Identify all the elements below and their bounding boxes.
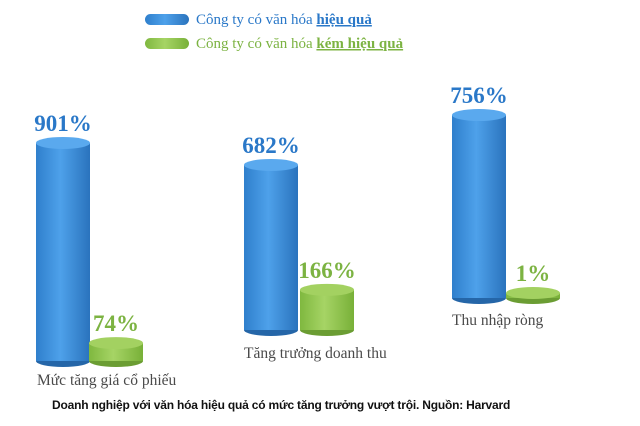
legend-prefix-kem-hieu-qua: Công ty có văn hóa	[196, 36, 316, 52]
value-label-kem-hieu-qua-0: 74%	[93, 311, 139, 336]
value-label-hieu-qua-1: 682%	[242, 133, 300, 158]
bar-top	[300, 283, 354, 296]
legend-emphasis-hieu-qua: hiệu quả	[316, 12, 372, 28]
legend-swatch-hieu-qua	[145, 14, 189, 25]
bar-top	[244, 158, 298, 171]
legend-label-hieu-qua: Công ty có văn hóa hiệu quả	[196, 12, 372, 28]
bar-top	[452, 109, 506, 122]
legend: Công ty có văn hóa hiệu quả Công ty có v…	[145, 12, 404, 52]
category-label-1: Tăng trưởng doanh thu	[244, 345, 387, 362]
bar-kem-hieu-qua-0	[89, 337, 143, 367]
value-label-hieu-qua-2: 756%	[450, 83, 508, 108]
value-label-hieu-qua-0: 901%	[34, 111, 92, 136]
legend-emphasis-kem-hieu-qua: kém hiệu quả	[316, 36, 403, 52]
bar-kem-hieu-qua-1	[300, 283, 354, 336]
bar-body	[300, 289, 354, 330]
value-label-kem-hieu-qua-1: 166%	[298, 258, 356, 283]
bar-hieu-qua-1	[244, 158, 298, 336]
legend-prefix-hieu-qua: Công ty có văn hóa	[196, 12, 316, 28]
bar-top	[36, 136, 90, 149]
bar-body	[36, 142, 90, 361]
bar-top	[89, 337, 143, 350]
category-label-2: Thu nhập ròng	[452, 312, 544, 329]
category-label-0: Mức tăng giá cổ phiếu	[37, 372, 177, 389]
bar-top	[506, 287, 560, 299]
category-labels: Mức tăng giá cổ phiếu Tăng trưởng doanh …	[37, 312, 544, 389]
bar-hieu-qua-0	[36, 136, 90, 367]
bar-body	[452, 115, 506, 298]
bars-group	[36, 109, 560, 367]
legend-item-hieu-qua: Công ty có văn hóa hiệu quả	[145, 12, 372, 28]
legend-item-kem-hieu-qua: Công ty có văn hóa kém hiệu quả	[145, 36, 404, 52]
bar-body	[244, 164, 298, 330]
value-label-kem-hieu-qua-2: 1%	[516, 261, 551, 286]
legend-swatch-kem-hieu-qua	[145, 38, 189, 49]
caption: Doanh nghiệp với văn hóa hiệu quả có mức…	[52, 398, 511, 412]
value-labels-group: 901% 74% 682% 166% 756% 1%	[34, 83, 550, 336]
bar-kem-hieu-qua-2	[506, 287, 560, 304]
bar-hieu-qua-2	[452, 109, 506, 304]
legend-label-kem-hieu-qua: Công ty có văn hóa kém hiệu quả	[196, 36, 404, 52]
